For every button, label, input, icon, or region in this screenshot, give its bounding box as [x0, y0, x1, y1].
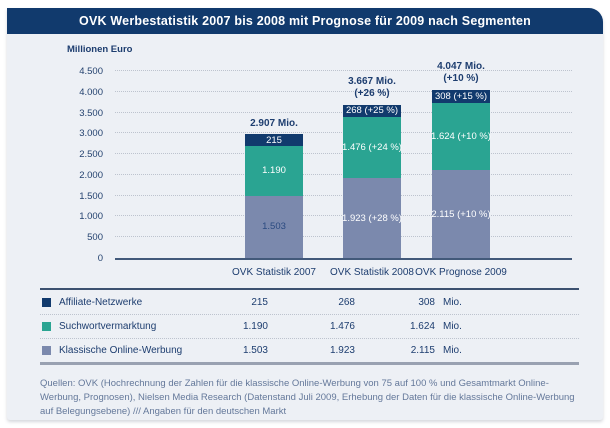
bar-segment: 308 (+15 %): [432, 89, 490, 103]
bar-total-label: 4.047 Mio. (+10 %): [432, 61, 490, 86]
legend-swatch-icon: [42, 297, 51, 307]
y-axis-title: Millionen Euro: [67, 44, 133, 55]
y-tick-label: 3.000: [79, 128, 103, 140]
legend-row: Suchwortvermarktung 1.190 1.476 1.624 Mio.: [40, 314, 579, 338]
legend-name: Affiliate-Netzwerke: [40, 297, 220, 308]
legend-value: 268: [338, 296, 355, 308]
page-title: OVK Werbestatistik 2007 bis 2008 mit Pro…: [79, 14, 531, 28]
legend-row: Affiliate-Netzwerke 215 268 308 Mio.: [40, 290, 579, 314]
legend-row: Klassische Online-Werbung 1.503 1.923 2.115…: [40, 338, 579, 362]
bar-total-line: 4.047 Mio.: [437, 60, 485, 72]
y-tick-label: 3.500: [79, 107, 103, 119]
legend-table: Affiliate-Netzwerke 215 268 308 Mio. Suchwort…: [40, 288, 579, 365]
y-tick-label: 4.000: [79, 86, 103, 98]
bar-total-label: 3.667 Mio. (+26 %): [343, 76, 401, 101]
gridline: [115, 90, 572, 92]
bar-segment: 2.115 (+10 %): [431, 170, 491, 258]
legend-label: Suchwortvermarktung: [59, 321, 157, 332]
y-tick-label: 1.000: [79, 211, 103, 223]
legend-value: 1.624: [409, 321, 435, 332]
legend-name: Suchwortvermarktung: [40, 321, 220, 332]
stacked-bar-chart: 2.907 Mio. 215 1.190 1.503 OVK Statistik 200…: [7, 61, 589, 278]
bar-ovk-statistik-2007: 2.907 Mio. 215 1.190 1.503: [245, 118, 303, 258]
legend-label: Klassische Online-Werbung: [59, 345, 183, 356]
legend-value: 2.115: [410, 345, 435, 356]
bar-ovk-prognose-2009: 4.047 Mio. (+10 %) 308 (+15 %) 1.624 (+10 %…: [431, 61, 491, 258]
legend-value: 1.923: [329, 345, 355, 356]
legend-unit: Mio.: [443, 296, 462, 308]
legend-swatch-icon: [42, 322, 51, 331]
legend-value: 1.190: [242, 321, 268, 332]
bar-ovk-statistik-2008: 3.667 Mio. (+26 %) 268 (+25 %) 1.476 (+24 %…: [342, 76, 402, 258]
bar-segment: 1.923 (+28 %): [342, 178, 402, 258]
legend-value: 1.503: [242, 345, 268, 356]
bar-segment: 268 (+25 %): [343, 104, 401, 117]
y-tick-label: 500: [87, 232, 103, 244]
x-axis-label: OVK Prognose 2009: [415, 267, 507, 278]
legend-unit: Mio.: [443, 321, 462, 332]
bar-segment: 1.476 (+24 %): [342, 116, 402, 179]
bar-segment: 215: [245, 134, 303, 147]
legend-unit: Mio.: [443, 345, 462, 356]
y-tick-label: 1.500: [79, 190, 103, 202]
bar-total-line: 3.667 Mio.: [348, 75, 396, 87]
y-tick-label: 4.500: [79, 66, 103, 77]
bar-segment: 1.190: [245, 146, 303, 196]
report-panel: OVK Werbestatistik 2007 bis 2008 mit Pro…: [7, 8, 603, 420]
y-tick-label: 2.000: [79, 169, 103, 181]
legend-value: 215: [251, 296, 268, 308]
plot-area: 2.907 Mio. 215 1.190 1.503 OVK Statistik 200…: [115, 61, 572, 278]
bar-total-line: (+10 %): [443, 73, 479, 85]
chart-content: Millionen Euro 2.907 Mio. 215 1.190 1.503 OV…: [7, 34, 603, 418]
bar-segment: 1.624 (+10 %): [431, 102, 491, 171]
y-tick-label: 2.500: [79, 149, 103, 161]
bar-total-label: 2.907 Mio.: [245, 118, 303, 131]
y-tick-label: 0: [97, 253, 103, 264]
legend-swatch-icon: [42, 346, 51, 355]
legend-value: 1.476: [329, 321, 355, 332]
x-axis-label: OVK Statistik 2007: [232, 267, 316, 278]
legend-label: Affiliate-Netzwerke: [59, 296, 143, 308]
x-axis-label: OVK Statistik 2008: [330, 267, 414, 278]
legend-name: Klassische Online-Werbung: [40, 345, 220, 356]
gridline: [115, 70, 572, 71]
bar-segment: 1.503: [245, 195, 303, 258]
title-banner: OVK Werbestatistik 2007 bis 2008 mit Pro…: [7, 8, 603, 34]
legend-value: 308: [418, 296, 435, 308]
bar-total-line: (+26 %): [354, 88, 390, 100]
bar-total-line: 2.907 Mio.: [250, 117, 298, 129]
source-note: Quellen: OVK (Hochrechnung der Zahlen fü…: [40, 378, 575, 417]
